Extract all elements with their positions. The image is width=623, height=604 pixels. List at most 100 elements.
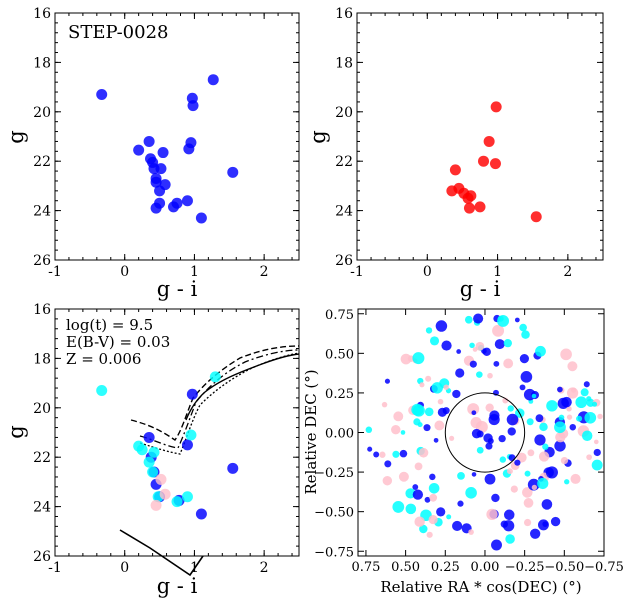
- p4-star: [516, 452, 527, 463]
- p1-point-members: [181, 195, 193, 207]
- p1-point-members: [143, 135, 155, 147]
- p3-xtick-label: 2: [260, 560, 269, 576]
- p4-star: [531, 393, 537, 399]
- p4-star: [367, 446, 373, 452]
- p4-star: [510, 485, 518, 493]
- p4-star: [471, 428, 482, 439]
- p4-star: [507, 427, 516, 436]
- p2-ytick-label: 16: [335, 6, 353, 22]
- p2-point-selected: [483, 135, 495, 147]
- p4-star: [400, 353, 412, 365]
- p1-xtick-label: 1: [190, 264, 199, 280]
- p2-ytick-label: 22: [335, 154, 353, 170]
- p4-star: [503, 338, 512, 348]
- panel-4: Relative RA * cos(DEC) (°) Relative DEC …: [302, 308, 623, 596]
- p3-ytick-label: 22: [33, 450, 51, 466]
- p4-ytick-label: −0.25: [314, 466, 354, 481]
- p4-star: [425, 375, 432, 382]
- p3-point-cyan: [171, 496, 183, 508]
- p4-star: [405, 503, 417, 515]
- p3-point-blue: [195, 508, 207, 520]
- p4-star: [429, 473, 436, 481]
- p4-star: [457, 471, 465, 480]
- p3-point-cyan: [185, 429, 197, 441]
- p2-point-selected: [465, 190, 477, 202]
- p4-star: [433, 437, 439, 443]
- p4-star: [475, 341, 485, 351]
- p4-star: [586, 396, 592, 402]
- p4-star: [584, 411, 597, 424]
- p4-star: [494, 339, 505, 350]
- p1-ytick-label: 18: [33, 55, 51, 71]
- p3-point-pink: [155, 473, 167, 485]
- p4-star: [379, 451, 386, 458]
- p3-ytick-label: 20: [33, 401, 51, 417]
- p4-star: [503, 509, 515, 521]
- panel-2-frame: [356, 12, 604, 261]
- p2-ytick-label: 26: [335, 253, 353, 269]
- p4-star: [435, 320, 448, 332]
- p4-star: [393, 411, 404, 422]
- p1-point-members: [155, 163, 167, 175]
- p4-star: [437, 407, 447, 417]
- p4-star: [564, 479, 570, 485]
- p4-star: [514, 317, 520, 323]
- p4-star: [519, 354, 529, 364]
- p4-star: [470, 417, 482, 429]
- p4-star: [558, 414, 565, 421]
- p2-ytick-label: 20: [335, 105, 353, 121]
- p3-ytick-label: 24: [33, 500, 51, 516]
- p4-star: [398, 471, 409, 482]
- p4-star: [593, 448, 601, 457]
- panel-1-ylabel: g: [4, 130, 28, 143]
- p4-star: [591, 459, 603, 471]
- p4-star: [520, 371, 533, 383]
- panel-3-annotation-age: log(t) = 9.5: [66, 316, 153, 334]
- p4-xtick-label: 0.50: [391, 560, 420, 575]
- p4-star: [365, 426, 373, 434]
- p2-point-selected: [490, 101, 502, 113]
- p4-star: [424, 496, 431, 503]
- p1-xtick-label: 0: [120, 264, 129, 280]
- p3-ytick-label: 18: [33, 351, 51, 367]
- p4-star: [521, 330, 530, 339]
- p4-star: [498, 434, 506, 443]
- p4-star: [373, 451, 380, 458]
- p4-star: [538, 451, 550, 462]
- p4-star: [519, 323, 527, 332]
- p3-point-cyan: [96, 385, 108, 397]
- p4-star: [522, 487, 533, 498]
- p4-star: [471, 472, 477, 477]
- p1-point-members: [133, 144, 145, 156]
- p2-point-selected: [478, 155, 490, 167]
- p4-star: [381, 401, 388, 408]
- p4-star: [471, 410, 477, 416]
- p4-star: [539, 422, 548, 432]
- p4-star: [581, 430, 593, 441]
- p4-star: [560, 456, 569, 465]
- p4-star: [412, 484, 419, 490]
- p4-star: [469, 342, 475, 349]
- p4-star: [491, 539, 502, 551]
- p2-point-selected: [489, 158, 501, 170]
- p4-star: [443, 384, 449, 390]
- p4-star: [412, 489, 424, 500]
- p4-star: [483, 433, 493, 443]
- p4-star: [452, 389, 461, 399]
- p1-point-members: [157, 147, 169, 159]
- panel-1-title: STEP-0028: [68, 22, 169, 43]
- p3-ytick-label: 16: [33, 302, 51, 318]
- p4-star: [434, 420, 445, 431]
- p3-point-cyan: [148, 446, 160, 458]
- p3-point-pink: [159, 488, 171, 500]
- p2-point-selected: [530, 211, 542, 223]
- p2-ytick-label: 24: [335, 204, 353, 220]
- p4-star: [441, 340, 452, 351]
- p4-star: [546, 400, 558, 412]
- p4-star: [446, 514, 452, 520]
- p2-xtick-label: 2: [563, 264, 572, 280]
- p4-star: [561, 396, 572, 408]
- p4-star: [519, 384, 526, 391]
- p4-star: [487, 372, 493, 379]
